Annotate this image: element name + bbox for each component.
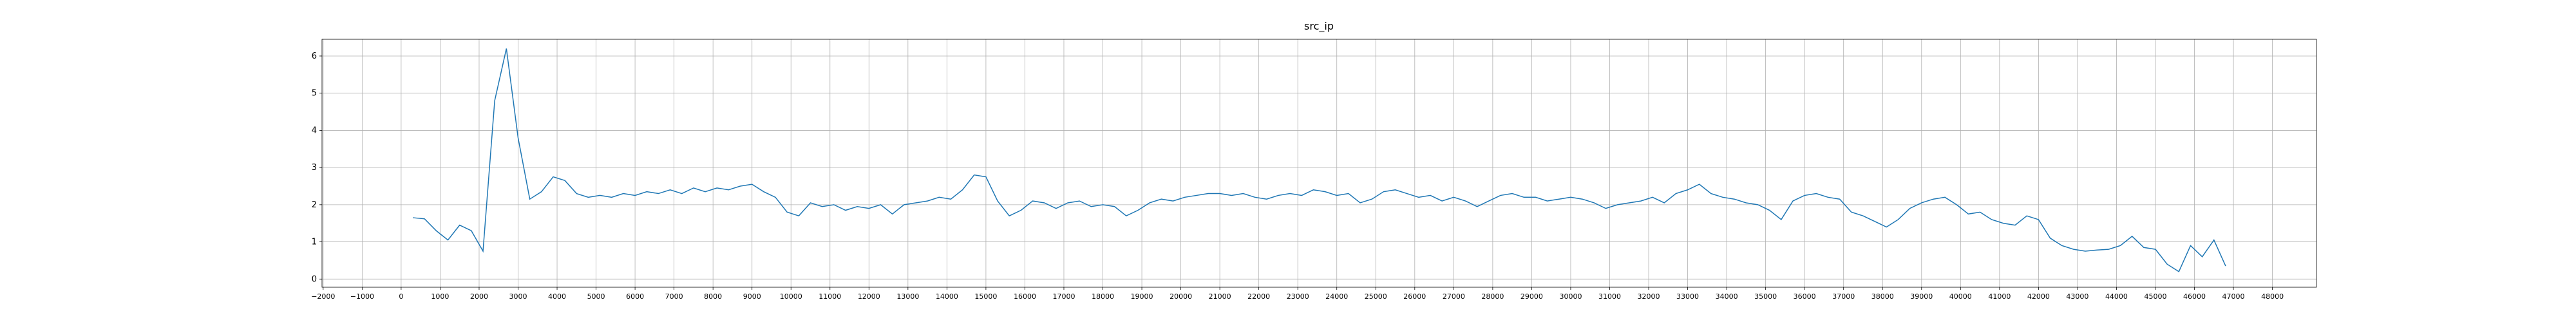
x-tick-label: 28000 <box>1481 292 1504 301</box>
x-tick-label: 8000 <box>704 292 722 301</box>
x-tick-label: 10000 <box>780 292 802 301</box>
x-tick-label: 42000 <box>2027 292 2050 301</box>
x-tick-label: −1000 <box>350 292 374 301</box>
x-tick-label: 7000 <box>665 292 683 301</box>
x-tick-label: 36000 <box>1794 292 1816 301</box>
x-tick-label: 20000 <box>1170 292 1192 301</box>
x-tick-label: 15000 <box>974 292 997 301</box>
chart-title: src_ip <box>1304 20 1334 33</box>
x-tick-label: 4000 <box>548 292 566 301</box>
x-tick-label: 41000 <box>1988 292 2011 301</box>
x-tick-label: 40000 <box>1949 292 1972 301</box>
y-tick-label: 5 <box>312 89 317 99</box>
x-tick-label: 19000 <box>1131 292 1153 301</box>
x-tick-label: 43000 <box>2066 292 2088 301</box>
x-tick-label: 24000 <box>1325 292 1348 301</box>
x-tick-label: 12000 <box>858 292 880 301</box>
y-tick-label: 0 <box>312 274 317 284</box>
x-tick-label: 11000 <box>819 292 841 301</box>
x-tick-label: 31000 <box>1598 292 1621 301</box>
x-tick-label: 13000 <box>896 292 919 301</box>
x-tick-label: 6000 <box>626 292 644 301</box>
x-tick-label: 26000 <box>1403 292 1426 301</box>
x-tick-label: 5000 <box>587 292 605 301</box>
x-tick-label: 30000 <box>1559 292 1582 301</box>
x-tick-label: 22000 <box>1247 292 1270 301</box>
x-tick-label: 46000 <box>2183 292 2206 301</box>
x-tick-label: 18000 <box>1092 292 1114 301</box>
x-tick-label: 3000 <box>509 292 527 301</box>
x-tick-label: 38000 <box>1871 292 1894 301</box>
x-tick-label: 48000 <box>2261 292 2284 301</box>
x-tick-label: 29000 <box>1520 292 1543 301</box>
x-tick-label: 34000 <box>1716 292 1738 301</box>
x-tick-label: 37000 <box>1832 292 1855 301</box>
x-tick-label: −2000 <box>311 292 335 301</box>
x-tick-label: 27000 <box>1443 292 1465 301</box>
plot-frame <box>321 39 2317 288</box>
x-tick-label: 0 <box>399 292 403 301</box>
x-tick-label: 25000 <box>1365 292 1387 301</box>
x-tick-label: 33000 <box>1676 292 1699 301</box>
x-tick-label: 16000 <box>1014 292 1036 301</box>
data-line <box>412 48 2226 272</box>
y-tick-label: 2 <box>312 200 317 210</box>
y-tick-label: 3 <box>312 163 317 173</box>
x-tick-label: 2000 <box>470 292 488 301</box>
x-tick-label: 35000 <box>1754 292 1777 301</box>
y-tick-label: 1 <box>312 238 317 247</box>
x-tick-label: 1000 <box>431 292 449 301</box>
x-tick-label: 39000 <box>1910 292 1933 301</box>
x-tick-label: 47000 <box>2222 292 2245 301</box>
x-tick-label: 17000 <box>1052 292 1075 301</box>
x-tick-label: 9000 <box>743 292 761 301</box>
x-tick-label: 23000 <box>1287 292 1309 301</box>
x-tick-label: 14000 <box>936 292 958 301</box>
x-tick-label: 21000 <box>1209 292 1231 301</box>
y-tick-label: 4 <box>312 126 317 135</box>
x-tick-label: 45000 <box>2144 292 2166 301</box>
y-tick-label: 6 <box>312 52 317 61</box>
x-tick-label: 44000 <box>2105 292 2128 301</box>
x-tick-label: 32000 <box>1638 292 1660 301</box>
